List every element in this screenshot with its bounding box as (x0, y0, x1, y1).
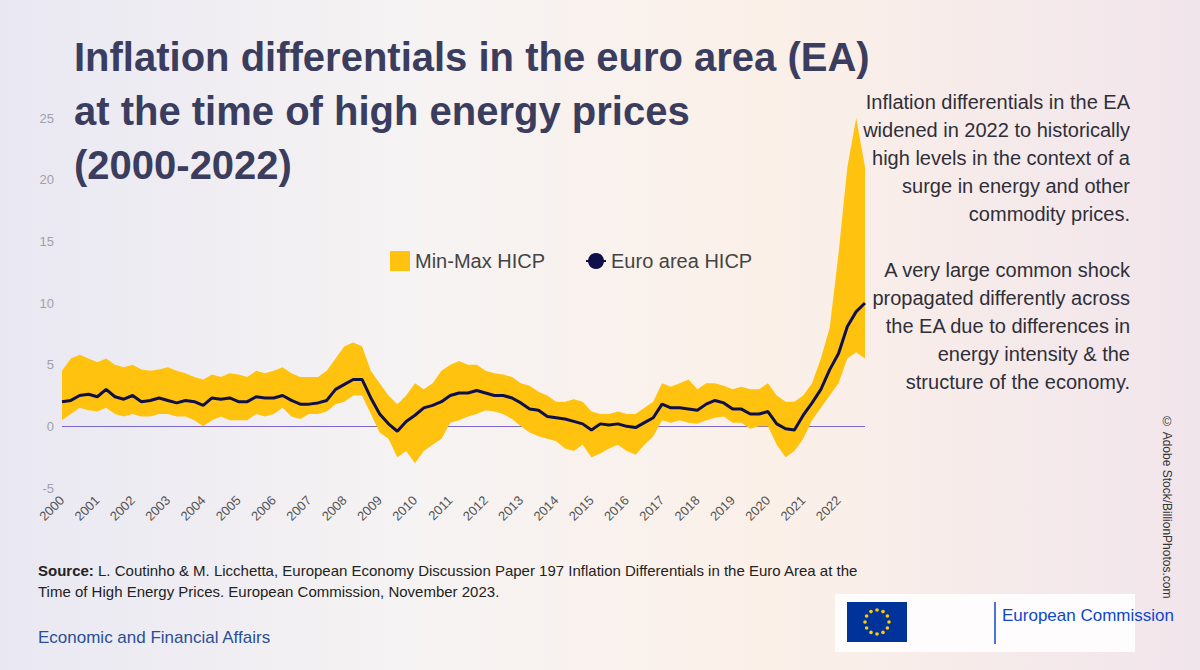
svg-text:2001: 2001 (72, 493, 103, 524)
svg-text:Euro area HICP: Euro area HICP (611, 250, 752, 272)
svg-text:Min-Max HICP: Min-Max HICP (415, 250, 545, 272)
svg-text:2022: 2022 (813, 493, 844, 524)
html-text:© Adobe Stock/BillionPhotos.co: © Adobe Stock/BillionPhotos.com (1160, 415, 1174, 599)
svg-text:2011: 2011 (425, 493, 455, 523)
svg-text:2020: 2020 (742, 493, 773, 524)
svg-text:15: 15 (40, 234, 54, 249)
html-text:Economic and Financial Affairs: Economic and Financial Affairs (38, 628, 271, 647)
svg-text:5: 5 (47, 357, 54, 372)
svg-text:2000: 2000 (36, 493, 67, 524)
svg-text:25: 25 (40, 111, 54, 126)
html-text:A very large common shock prop: A very large common shock propagated dif… (872, 259, 1130, 393)
html-text:Inflation differentials in the: Inflation differentials in the euro area… (74, 35, 870, 187)
svg-text:2009: 2009 (354, 493, 385, 524)
svg-text:2006: 2006 (248, 493, 279, 524)
svg-text:0: 0 (47, 419, 54, 434)
svg-text:2021: 2021 (777, 493, 808, 524)
svg-text:2005: 2005 (213, 493, 244, 524)
svg-text:2008: 2008 (319, 493, 350, 524)
svg-text:2010: 2010 (389, 493, 420, 524)
svg-text:2017: 2017 (636, 493, 667, 524)
svg-text:2013: 2013 (495, 493, 526, 524)
svg-text:2012: 2012 (460, 493, 491, 524)
svg-text:10: 10 (40, 296, 54, 311)
svg-text:2019: 2019 (707, 493, 738, 524)
svg-text:-5: -5 (42, 481, 54, 496)
html-text:Source: L. Coutinho & M. Licch: Source: L. Coutinho & M. Licchetta, Euro… (38, 562, 858, 600)
svg-text:2015: 2015 (566, 493, 597, 524)
svg-text:2003: 2003 (142, 493, 173, 524)
svg-text:2018: 2018 (672, 493, 703, 524)
svg-text:2014: 2014 (530, 493, 561, 524)
svg-text:2004: 2004 (177, 493, 208, 524)
html-text:Inflation differentials in the: Inflation differentials in the EA widene… (863, 91, 1130, 225)
svg-text:2002: 2002 (107, 493, 138, 524)
html-text:European Commission: European Commission (1002, 606, 1174, 625)
svg-text:2016: 2016 (601, 493, 632, 524)
svg-text:20: 20 (40, 172, 54, 187)
svg-text:2007: 2007 (283, 493, 314, 524)
